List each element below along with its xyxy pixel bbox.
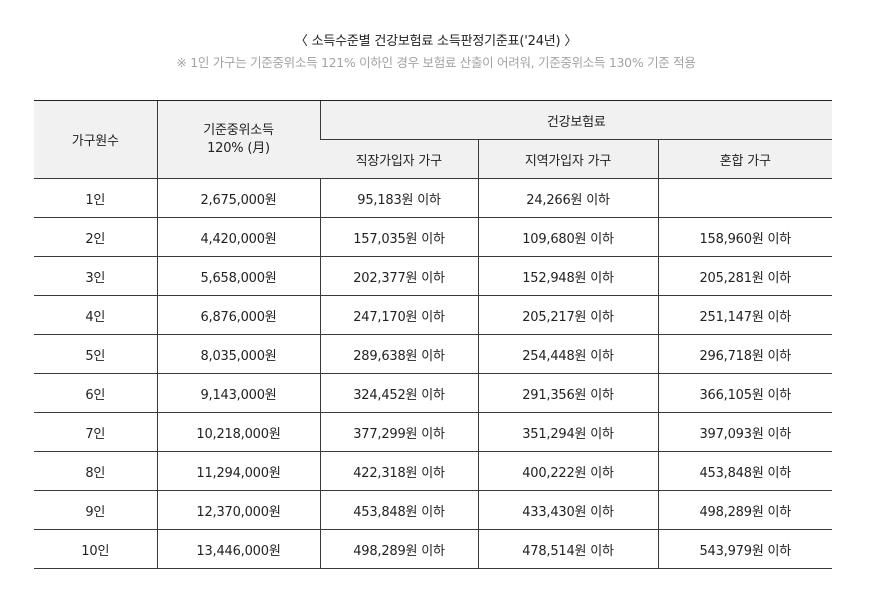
table-row: 8인 11,294,000원 422,318원 이하 400,222원 이하 453,8…	[34, 451, 833, 491]
cell-regional: 400,222원 이하	[477, 451, 658, 491]
cell-household: 2인	[34, 217, 157, 257]
cell-regional: 478,514원 이하	[477, 529, 658, 569]
table-row: 10인 13,446,000원 498,289원 이하 478,514원 이하 543,…	[34, 529, 833, 569]
cell-household: 9인	[34, 490, 157, 530]
table-row: 1인 2,675,000원 95,183원 이하 24,266원 이하	[34, 178, 833, 218]
cell-regional: 152,948원 이하	[477, 256, 658, 296]
cell-income: 9,143,000원	[156, 373, 320, 413]
cell-employee: 289,638원 이하	[319, 334, 478, 374]
cell-regional: 24,266원 이하	[477, 178, 658, 218]
cell-mixed	[657, 178, 833, 218]
header-median-income: 기준중위소득 120% (月)	[156, 101, 320, 179]
cell-income: 8,035,000원	[156, 334, 320, 374]
cell-employee: 377,299원 이하	[319, 412, 478, 452]
cell-household: 10인	[34, 529, 157, 569]
cell-mixed: 251,147원 이하	[657, 295, 833, 335]
cell-income: 4,420,000원	[156, 217, 320, 257]
cell-regional: 109,680원 이하	[477, 217, 658, 257]
cell-household: 6인	[34, 373, 157, 413]
table-note: ※ 1인 가구는 기준중위소득 121% 이하인 경우 보험료 산출이 어려워,…	[176, 55, 696, 70]
cell-household: 1인	[34, 178, 157, 218]
cell-income: 2,675,000원	[156, 178, 320, 218]
cell-mixed: 397,093원 이하	[657, 412, 833, 452]
table-body: 1인 2,675,000원 95,183원 이하 24,266원 이하 2인 4,420,…	[34, 178, 833, 569]
income-criteria-table: 가구원수 기준중위소득 120% (月) 건강보험료 직장가입자 가구 지역가입…	[34, 101, 833, 569]
cell-employee: 453,848원 이하	[319, 490, 478, 530]
cell-income: 6,876,000원	[156, 295, 320, 335]
header-mixed: 혼합 가구	[657, 139, 833, 179]
cell-mixed: 158,960원 이하	[657, 217, 833, 257]
cell-mixed: 453,848원 이하	[657, 451, 833, 491]
cell-regional: 291,356원 이하	[477, 373, 658, 413]
table-row: 3인 5,658,000원 202,377원 이하 152,948원 이하 205,28…	[34, 256, 833, 296]
header-household: 가구원수	[34, 101, 157, 179]
cell-mixed: 498,289원 이하	[657, 490, 833, 530]
header-median-income-line2: 120% (月)	[207, 140, 270, 156]
cell-regional: 351,294원 이하	[477, 412, 658, 452]
cell-mixed: 205,281원 이하	[657, 256, 833, 296]
table-row: 7인 10,218,000원 377,299원 이하 351,294원 이하 397,0…	[34, 412, 833, 452]
cell-regional: 254,448원 이하	[477, 334, 658, 374]
cell-regional: 433,430원 이하	[477, 490, 658, 530]
cell-employee: 95,183원 이하	[319, 178, 478, 218]
cell-employee: 247,170원 이하	[319, 295, 478, 335]
cell-employee: 324,452원 이하	[319, 373, 478, 413]
header-insurance-group: 건강보험료	[319, 101, 833, 140]
header-median-income-line1: 기준중위소득	[203, 122, 274, 138]
cell-household: 8인	[34, 451, 157, 491]
cell-income: 10,218,000원	[156, 412, 320, 452]
cell-employee: 202,377원 이하	[319, 256, 478, 296]
cell-household: 5인	[34, 334, 157, 374]
cell-income: 11,294,000원	[156, 451, 320, 491]
cell-employee: 498,289원 이하	[319, 529, 478, 569]
cell-mixed: 543,979원 이하	[657, 529, 833, 569]
table-title: 〈 소득수준별 건강보험료 소득판정기준표('24년) 〉	[294, 34, 578, 49]
table-row: 2인 4,420,000원 157,035원 이하 109,680원 이하 158,96…	[34, 217, 833, 257]
table-row: 5인 8,035,000원 289,638원 이하 254,448원 이하 296,71…	[34, 334, 833, 374]
table-row: 9인 12,370,000원 453,848원 이하 433,430원 이하 498,2…	[34, 490, 833, 530]
cell-employee: 157,035원 이하	[319, 217, 478, 257]
cell-household: 7인	[34, 412, 157, 452]
table-row: 4인 6,876,000원 247,170원 이하 205,217원 이하 251,14…	[34, 295, 833, 335]
cell-mixed: 296,718원 이하	[657, 334, 833, 374]
cell-income: 13,446,000원	[156, 529, 320, 569]
cell-income: 5,658,000원	[156, 256, 320, 296]
header-employee: 직장가입자 가구	[320, 139, 478, 179]
cell-household: 3인	[34, 256, 157, 296]
cell-mixed: 366,105원 이하	[657, 373, 833, 413]
cell-regional: 205,217원 이하	[477, 295, 658, 335]
header-regional: 지역가입자 가구	[477, 139, 658, 179]
table-row: 6인 9,143,000원 324,452원 이하 291,356원 이하 366,10…	[34, 373, 833, 413]
cell-household: 4인	[34, 295, 157, 335]
cell-income: 12,370,000원	[156, 490, 320, 530]
cell-employee: 422,318원 이하	[319, 451, 478, 491]
